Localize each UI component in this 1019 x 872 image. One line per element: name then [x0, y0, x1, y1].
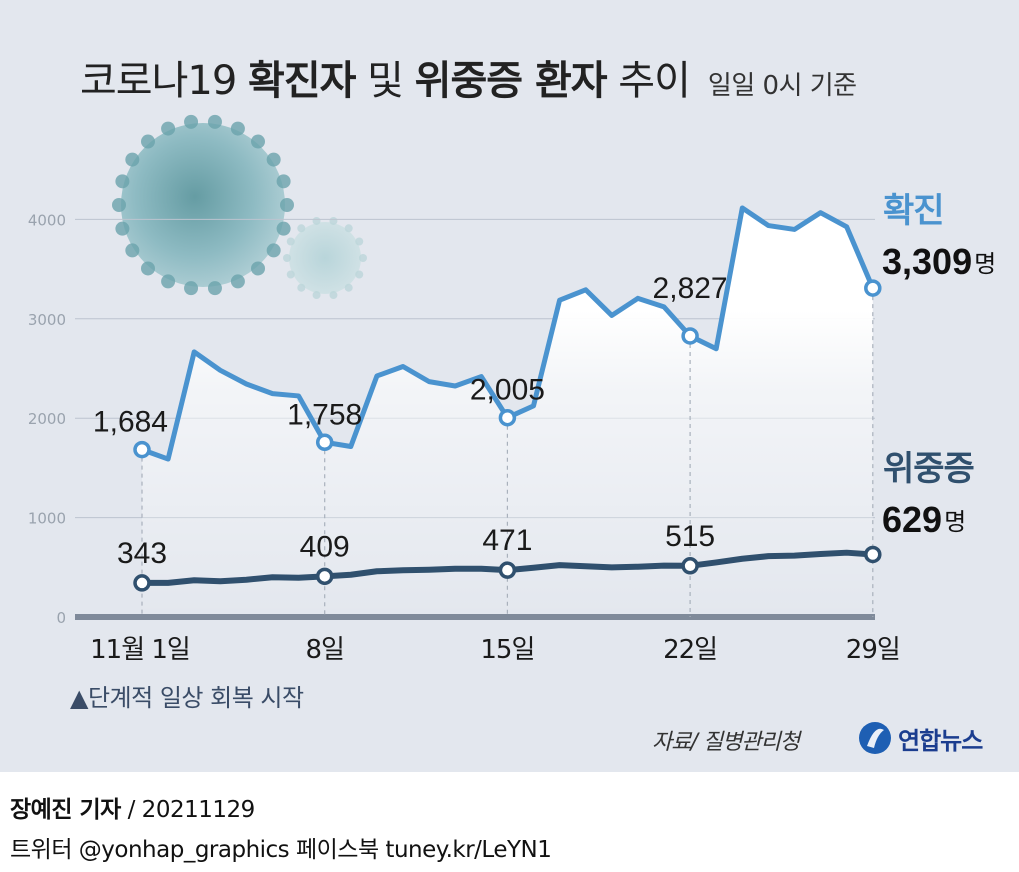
virus-spike-icon	[115, 174, 130, 189]
severe-data-label: 515	[665, 520, 715, 553]
title-part-3: 및	[355, 58, 415, 104]
title-part-4: 위중증 환자	[414, 58, 608, 104]
severe-end-value: 629	[882, 499, 942, 540]
severe-data-label: 343	[117, 537, 167, 570]
virus-small-icon	[289, 222, 361, 294]
virus-spike-icon	[140, 134, 155, 149]
confirmed-series-name: 확진	[883, 191, 944, 231]
confirmed-marker	[133, 440, 151, 459]
y-tick-label: 1000	[28, 510, 66, 528]
byline-line-1: 장예진 기자 / 20211129	[10, 790, 255, 824]
virus-spike-icon	[344, 224, 353, 233]
severe-series-name: 위중증	[883, 449, 975, 489]
virus-spike-icon	[125, 243, 140, 258]
severe-data-label: 409	[300, 530, 350, 563]
virus-spike-icon	[276, 174, 291, 189]
virus-large-icon	[121, 123, 285, 287]
virus-illustration	[112, 114, 367, 300]
virus-spike-icon	[184, 281, 199, 296]
title-part-2: 확진자	[248, 58, 356, 104]
virus-spike-icon	[286, 237, 295, 246]
virus-spike-icon	[286, 270, 295, 279]
virus-spike-icon	[276, 221, 291, 236]
virus-spike-icon	[280, 198, 294, 212]
virus-spike-icon	[112, 198, 126, 212]
confirmed-marker	[864, 279, 882, 297]
yonhap-logo-icon	[859, 722, 891, 754]
chart-title: 코로나19 확진자 및 위중증 환자 추이 일일 0시 기준	[80, 48, 857, 106]
virus-spike-icon	[230, 121, 245, 136]
title-part-5: 추이	[606, 58, 691, 104]
severe-marker	[133, 574, 151, 592]
virus-spike-icon	[125, 152, 140, 167]
virus-spike-icon	[329, 216, 338, 225]
confirmed-data-label: 2,005	[470, 374, 545, 407]
virus-spike-icon	[115, 221, 130, 236]
confirmed-marker	[498, 408, 517, 427]
unit-label: 명	[944, 508, 966, 536]
chart-subtitle: 일일 0시 기준	[707, 71, 857, 101]
virus-spike-icon	[283, 254, 291, 262]
confirmed-end-value: 3,309	[882, 241, 972, 282]
virus-spike-icon	[312, 216, 321, 225]
byline-date: / 20211129	[120, 797, 256, 823]
y-tick-label: 2000	[28, 410, 66, 428]
virus-spike-icon	[359, 254, 367, 262]
virus-spike-icon	[161, 274, 176, 289]
yonhap-logo: 연합뉴스	[858, 718, 983, 758]
virus-spike-icon	[251, 261, 266, 276]
confirmed-data-label: 1,684	[93, 406, 168, 439]
virus-spike-icon	[297, 283, 306, 292]
virus-spike-icon	[184, 114, 199, 129]
virus-spike-icon	[207, 281, 222, 296]
title-part-1: 코로나19	[80, 58, 249, 104]
virus-spike-icon	[140, 261, 155, 276]
x-tick-label: 29일	[846, 635, 900, 665]
virus-spike-icon	[312, 291, 321, 300]
x-tick-label: 22일	[663, 635, 717, 665]
reporter-name: 장예진 기자	[10, 797, 121, 823]
y-tick-label: 4000	[28, 211, 66, 229]
confirmed-data-label: 1,758	[287, 398, 362, 431]
unit-label: 명	[974, 250, 996, 278]
confirmed-data-label: 2,827	[653, 272, 728, 305]
x-tick-label: 11월 1일	[90, 635, 190, 665]
virus-spike-icon	[266, 152, 281, 167]
severe-marker	[864, 545, 882, 564]
virus-spike-icon	[161, 121, 176, 136]
source-text: 자료/ 질병관리청	[652, 730, 800, 755]
y-tick-label: 0	[56, 609, 66, 627]
byline-line-2: 트위터 @yonhap_graphics 페이스북 tuney.kr/LeYN1	[10, 837, 552, 863]
confirmed-marker	[681, 327, 699, 345]
confirmed-marker	[315, 433, 334, 452]
virus-spike-icon	[329, 291, 338, 300]
line-chart: 0 1000 2000 3000 4000 1,684 1,758 2,005 2,827 확진…	[28, 114, 996, 665]
y-tick-label: 3000	[28, 311, 66, 329]
virus-spike-icon	[251, 134, 266, 149]
recovery-note: ▲단계적 일상 회복 시작	[70, 684, 304, 712]
severe-marker	[681, 557, 699, 575]
virus-spike-icon	[230, 274, 245, 289]
x-tick-label: 15일	[480, 635, 534, 665]
x-axis-band	[75, 614, 875, 620]
severe-data-label: 471	[482, 524, 532, 557]
logo-text: 연합뉴스	[898, 726, 983, 755]
severe-marker	[498, 561, 517, 579]
virus-spike-icon	[344, 283, 353, 292]
virus-spike-icon	[355, 270, 364, 279]
virus-spike-icon	[297, 224, 306, 233]
severe-marker	[315, 567, 334, 586]
virus-spike-icon	[266, 243, 281, 258]
virus-spike-icon	[355, 237, 364, 246]
x-tick-label: 8일	[305, 635, 343, 665]
virus-spike-icon	[207, 114, 222, 129]
